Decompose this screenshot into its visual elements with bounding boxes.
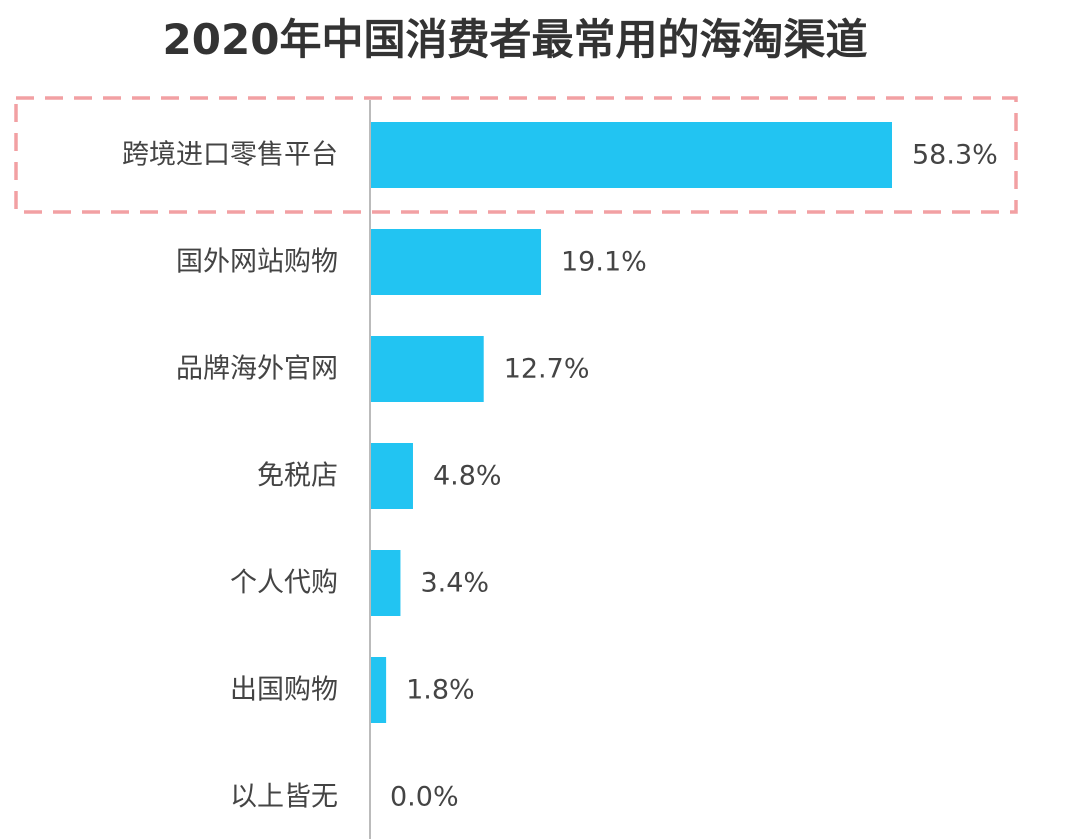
- bar: [370, 443, 413, 509]
- chart-title: 2020年中国消费者最常用的海淘渠道: [162, 15, 868, 64]
- bar: [370, 657, 387, 723]
- value-label: 4.8%: [433, 461, 502, 492]
- bar: [370, 122, 892, 188]
- bar: [370, 229, 542, 295]
- category-label: 免税店: [257, 461, 338, 492]
- category-label: 以上皆无: [230, 782, 338, 813]
- value-label: 0.0%: [390, 782, 459, 813]
- bar: [370, 336, 484, 402]
- highlight-box: [14, 96, 1018, 214]
- category-label: 品牌海外官网: [176, 354, 338, 385]
- bar: [370, 550, 401, 616]
- category-label: 出国购物: [230, 675, 338, 706]
- category-label: 个人代购: [230, 568, 338, 599]
- value-label: 12.7%: [504, 354, 590, 385]
- value-label: 58.3%: [912, 140, 998, 171]
- category-label: 国外网站购物: [176, 247, 338, 278]
- value-label: 1.8%: [406, 675, 475, 706]
- value-label: 19.1%: [561, 247, 647, 278]
- category-label: 跨境进口零售平台: [122, 140, 338, 171]
- value-label: 3.4%: [420, 568, 489, 599]
